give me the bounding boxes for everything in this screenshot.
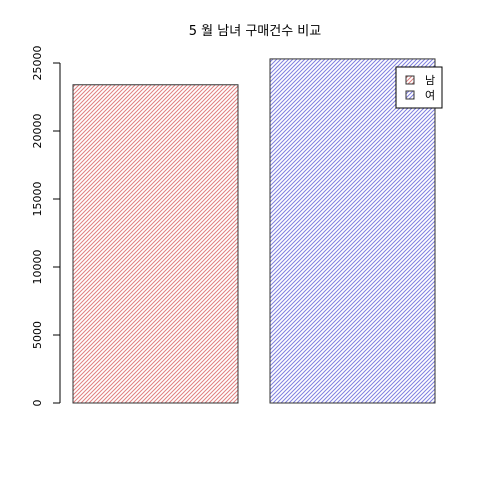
legend-label: 여 [425, 89, 435, 102]
y-tick-label: 25000 [31, 46, 44, 81]
chart-title: 5 월 남녀 구매건수 비교 [189, 24, 321, 39]
y-tick-label: 10000 [31, 250, 44, 285]
y-tick-label: 20000 [31, 114, 44, 149]
y-tick-label: 0 [31, 400, 44, 407]
legend-box [395, 66, 443, 109]
y-tick-label: 15000 [31, 182, 44, 217]
legend-swatch [405, 90, 415, 100]
legend-label: 남 [425, 74, 435, 87]
y-tick-label: 5000 [31, 321, 44, 349]
legend-swatch [405, 75, 415, 85]
bar-female [269, 58, 436, 404]
bar-male [72, 84, 239, 404]
legend: 남여 [395, 66, 443, 109]
y-axis: 0 5000 10000 15000 20000 25000 [31, 46, 61, 407]
bars [72, 58, 436, 404]
